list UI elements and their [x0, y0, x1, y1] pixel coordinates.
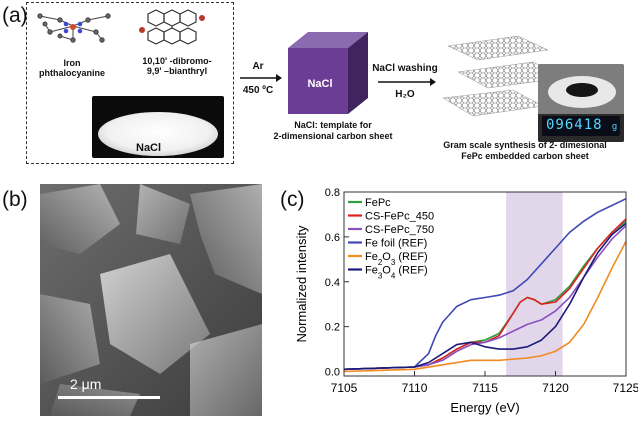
- xanes-chart: 7105 7110 7115 7120 7125 0.0 0.2 0.4 0.6 0.8 FePc…: [294, 187, 638, 415]
- salt-label: NaCl: [136, 142, 162, 154]
- salt-pile-image: [98, 112, 218, 156]
- x-tick-label: 7110: [402, 381, 428, 395]
- iron-phthalocyanine-molecule: [37, 13, 111, 43]
- legend-label: CS-FePc_750: [365, 224, 434, 236]
- y-tick-label: 0.2: [325, 322, 340, 334]
- dibromo-bianthryl-molecule: [139, 9, 205, 45]
- scale-bar: [58, 396, 160, 399]
- nacl-cube: [288, 32, 368, 114]
- legend-label: Fe foil (REF): [365, 238, 427, 250]
- carbon-sheets-illustration: [442, 35, 564, 117]
- sem-image: 2 μm: [40, 184, 262, 416]
- nacl-salt-photo: [92, 96, 224, 158]
- highlight-band: [506, 192, 563, 376]
- arrow1-top-text: Ar: [252, 61, 264, 72]
- y-tick-label: 0.4: [325, 277, 340, 289]
- x-tick-label: 7115: [472, 381, 498, 395]
- panel-c-label: (c): [280, 188, 305, 211]
- y-tick-label: 0.6: [325, 232, 340, 244]
- scale-display: 096418 g: [542, 116, 620, 136]
- x-tick-label: 7120: [542, 381, 569, 395]
- cube-caption: NaCl: template for 2-dimensional carbon …: [273, 120, 393, 141]
- arrow2-top-text: NaCl washing: [372, 63, 438, 74]
- panel-b-label: (b): [2, 188, 28, 211]
- plot-frame: [343, 191, 627, 377]
- scale-unit: g: [611, 121, 617, 131]
- arrow2-bottom-text: H₂O: [395, 89, 415, 100]
- x-axis-label: Energy (eV): [450, 400, 519, 415]
- legend-label: Fe3O4 (REF): [365, 265, 428, 281]
- series-line-1: [343, 218, 627, 371]
- x-tick-label: 7105: [331, 381, 358, 395]
- panel-a-label: (a): [2, 4, 28, 27]
- y-tick-label: 0.8: [325, 187, 340, 199]
- sem-micrograph: [40, 184, 262, 416]
- series-line-5: [343, 222, 627, 371]
- legend-label: FePc: [365, 197, 391, 209]
- sem-scalebar-label: 2 μm: [70, 376, 102, 392]
- legend-label: CS-FePc_450: [365, 211, 434, 223]
- y-tick-label: 0.0: [325, 367, 340, 379]
- cube-label: NaCl: [307, 78, 333, 90]
- y-axis-label: Normalized intensity: [294, 225, 309, 343]
- molecule1-label: Iron phthalocyanine: [38, 58, 105, 78]
- molecule2-label: 10,10' -dibromo- 9,9' –bianthryl: [142, 56, 212, 76]
- series-line-4: [343, 241, 627, 373]
- arrow1-bottom-text: 450 ºC: [242, 85, 274, 96]
- legend-label: Fe2O3 (REF): [365, 251, 428, 267]
- arrow2: [378, 78, 436, 86]
- reactants-box: [26, 2, 234, 164]
- series-line-3: [343, 197, 627, 371]
- x-tick-label: 7125: [613, 381, 638, 395]
- arrow1: [240, 74, 282, 82]
- scale-reading: 096418: [546, 117, 603, 133]
- product-caption: Gram scale synthesis of 2- dimesional Fe…: [443, 140, 607, 161]
